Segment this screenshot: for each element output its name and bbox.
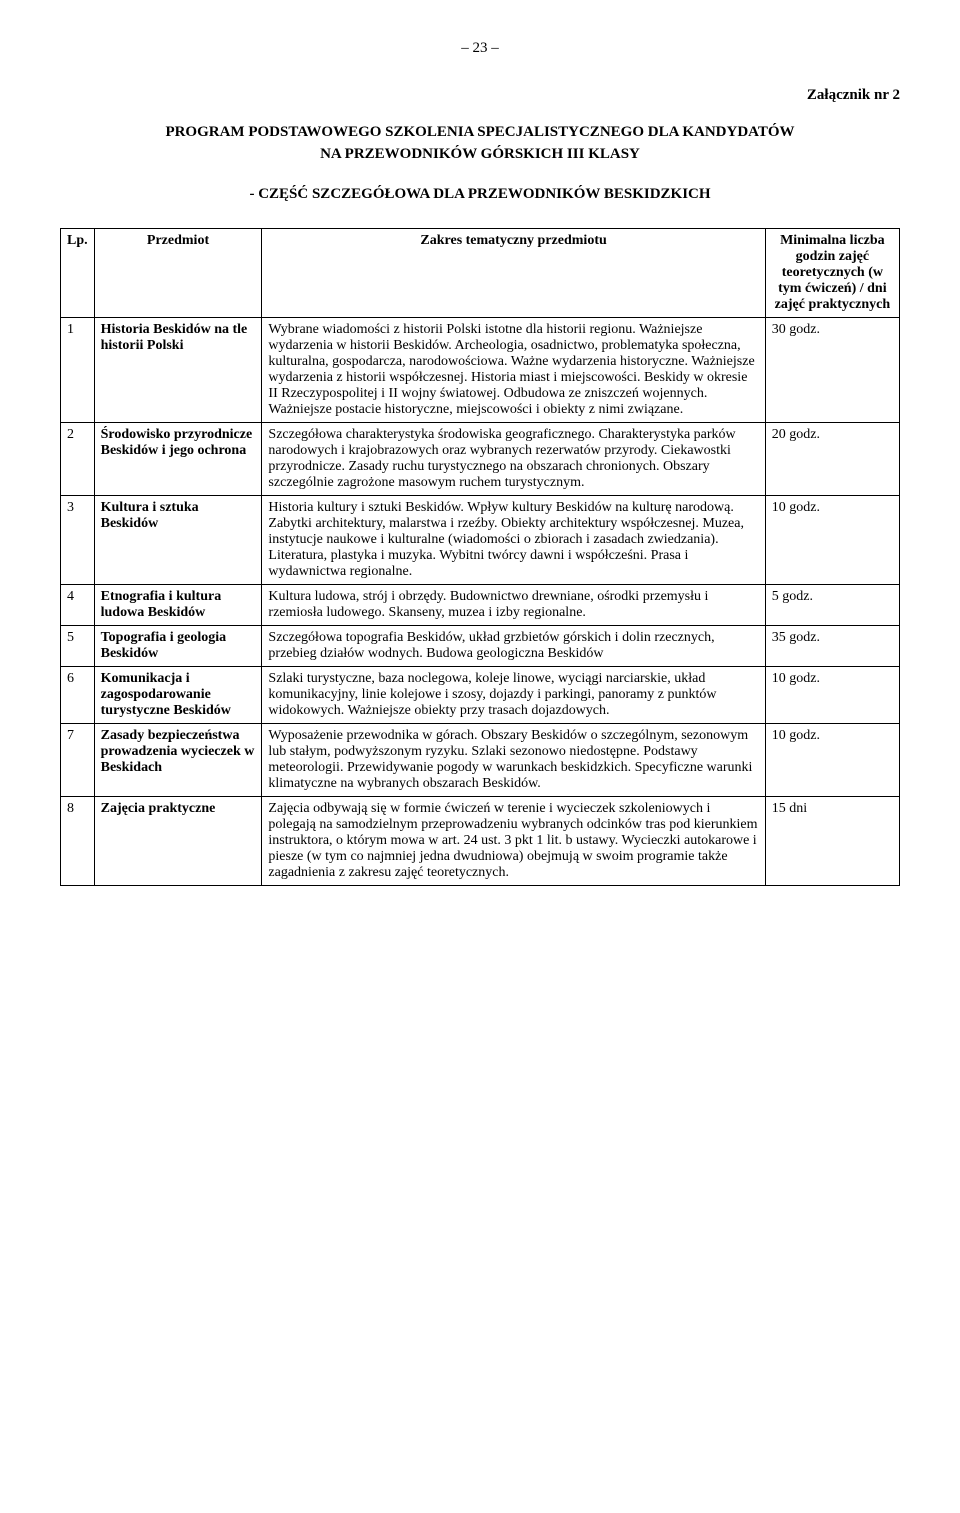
cell-lp: 8 — [61, 797, 95, 886]
cell-lp: 4 — [61, 585, 95, 626]
cell-hours: 30 godz. — [765, 318, 899, 423]
cell-hours: 10 godz. — [765, 496, 899, 585]
cell-scope: Szlaki turystyczne, baza noclegowa, kole… — [262, 667, 765, 724]
cell-hours: 10 godz. — [765, 667, 899, 724]
cell-hours: 35 godz. — [765, 626, 899, 667]
cell-hours: 10 godz. — [765, 724, 899, 797]
main-title-line2: NA PRZEWODNIKÓW GÓRSKICH III KLASY — [60, 146, 900, 163]
cell-scope: Historia kultury i sztuki Beskidów. Wpły… — [262, 496, 765, 585]
cell-scope: Szczegółowa topografia Beskidów, układ g… — [262, 626, 765, 667]
main-title-line1: PROGRAM PODSTAWOWEGO SZKOLENIA SPECJALIS… — [60, 124, 900, 141]
table-row: 3Kultura i sztuka BeskidówHistoria kultu… — [61, 496, 900, 585]
table-row: 8Zajęcia praktyczneZajęcia odbywają się … — [61, 797, 900, 886]
cell-subject: Topografia i geologia Beskidów — [94, 626, 262, 667]
table-row: 1Historia Beskidów na tle historii Polsk… — [61, 318, 900, 423]
cell-scope: Wyposażenie przewodnika w górach. Obszar… — [262, 724, 765, 797]
cell-hours: 15 dni — [765, 797, 899, 886]
cell-subject: Kultura i sztuka Beskidów — [94, 496, 262, 585]
annex-label: Załącznik nr 2 — [60, 87, 900, 104]
table-header-row: Lp. Przedmiot Zakres tematyczny przedmio… — [61, 229, 900, 318]
header-subject: Przedmiot — [94, 229, 262, 318]
cell-lp: 6 — [61, 667, 95, 724]
cell-lp: 5 — [61, 626, 95, 667]
cell-scope: Szczegółowa charakterystyka środowiska g… — [262, 423, 765, 496]
header-hours: Minimalna liczba godzin zajęć teoretyczn… — [765, 229, 899, 318]
cell-scope: Zajęcia odbywają się w formie ćwiczeń w … — [262, 797, 765, 886]
page-number: – 23 – — [60, 40, 900, 57]
cell-subject: Zasady bezpieczeństwa prowadzenia wyciec… — [94, 724, 262, 797]
cell-subject: Historia Beskidów na tle historii Polski — [94, 318, 262, 423]
program-table: Lp. Przedmiot Zakres tematyczny przedmio… — [60, 228, 900, 886]
table-row: 2Środowisko przyrodnicze Beskidów i jego… — [61, 423, 900, 496]
cell-scope: Wybrane wiadomości z historii Polski ist… — [262, 318, 765, 423]
cell-scope: Kultura ludowa, strój i obrzędy. Budowni… — [262, 585, 765, 626]
table-row: 6Komunikacja i zagospodarowanie turystyc… — [61, 667, 900, 724]
header-lp: Lp. — [61, 229, 95, 318]
cell-subject: Komunikacja i zagospodarowanie turystycz… — [94, 667, 262, 724]
cell-lp: 3 — [61, 496, 95, 585]
cell-hours: 5 godz. — [765, 585, 899, 626]
cell-subject: Środowisko przyrodnicze Beskidów i jego … — [94, 423, 262, 496]
cell-hours: 20 godz. — [765, 423, 899, 496]
cell-lp: 2 — [61, 423, 95, 496]
cell-subject: Etnografia i kultura ludowa Beskidów — [94, 585, 262, 626]
table-row: 7Zasady bezpieczeństwa prowadzenia wycie… — [61, 724, 900, 797]
header-scope: Zakres tematyczny przedmiotu — [262, 229, 765, 318]
table-row: 5Topografia i geologia BeskidówSzczegóło… — [61, 626, 900, 667]
cell-subject: Zajęcia praktyczne — [94, 797, 262, 886]
cell-lp: 7 — [61, 724, 95, 797]
subtitle: - CZĘŚĆ SZCZEGÓŁOWA DLA PRZEWODNIKÓW BES… — [60, 186, 900, 203]
table-row: 4Etnografia i kultura ludowa BeskidówKul… — [61, 585, 900, 626]
cell-lp: 1 — [61, 318, 95, 423]
